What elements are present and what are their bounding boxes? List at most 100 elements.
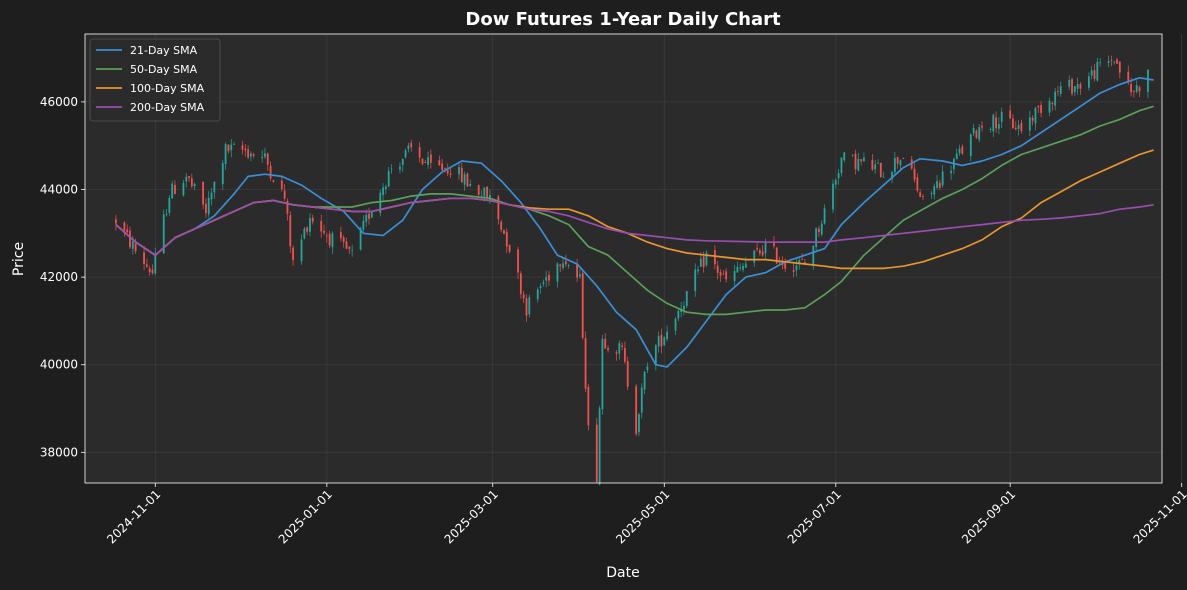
candle-body (820, 223, 823, 235)
candle-body (893, 158, 896, 173)
candle (666, 325, 668, 342)
candle-body (486, 186, 489, 198)
candle (1020, 119, 1023, 134)
candle (185, 172, 188, 188)
candle (1051, 101, 1054, 111)
candle-body (1096, 61, 1099, 81)
candle (1135, 80, 1138, 94)
candle-body (595, 424, 598, 482)
candle-body (517, 249, 519, 273)
candle-body (1087, 76, 1090, 88)
candle-body (272, 180, 275, 182)
candle (182, 180, 185, 197)
candle-body (702, 256, 705, 268)
legend-item: 21-Day SMA (96, 44, 198, 57)
candle-body (331, 233, 334, 248)
candle (739, 263, 742, 271)
candle-body (579, 274, 581, 277)
candle-body (1000, 111, 1003, 122)
candle (384, 184, 387, 195)
candle-body (1051, 102, 1054, 104)
candle-body (145, 264, 148, 267)
candle-body (654, 345, 657, 365)
candle-body (292, 247, 294, 261)
candle-body (1048, 100, 1051, 113)
candle-body (758, 250, 761, 254)
candle (784, 258, 787, 273)
candle (1037, 105, 1040, 113)
candle (264, 147, 266, 160)
candle-body (545, 277, 548, 281)
candle-body (469, 183, 472, 187)
candle-body (280, 180, 283, 190)
candle-body (379, 192, 382, 213)
candle-body (131, 241, 134, 249)
candle-body (1132, 91, 1135, 93)
candle-body (300, 239, 303, 262)
candle (421, 158, 424, 166)
plot-frame (84, 33, 1163, 484)
candle (722, 270, 725, 275)
candle (998, 117, 1000, 135)
candle-body (519, 273, 522, 295)
candle (1068, 75, 1071, 90)
candle-body (795, 265, 798, 271)
candle-body (891, 171, 893, 180)
candle (224, 142, 227, 170)
candle (646, 362, 649, 373)
candle-body (1017, 124, 1020, 129)
candle (896, 156, 899, 169)
candle-body (489, 194, 491, 200)
candle-body (843, 152, 846, 161)
candle-body (446, 170, 449, 174)
candle-body (941, 171, 944, 186)
candle-body (559, 264, 562, 267)
candle-body (129, 230, 131, 248)
candle-body (854, 153, 857, 169)
candle (581, 268, 584, 340)
candle-body (879, 162, 882, 178)
candle (742, 262, 744, 273)
candle (677, 307, 680, 322)
candle (598, 405, 601, 486)
candle-body (548, 274, 550, 281)
candlesticks (115, 55, 1149, 486)
candle (193, 182, 196, 190)
legend-label: 50-Day SMA (130, 63, 198, 76)
candle (382, 183, 384, 202)
candle-body (221, 163, 224, 185)
candle-body (359, 228, 362, 250)
candle (713, 245, 716, 270)
candle (950, 165, 952, 180)
candle-body (449, 173, 452, 176)
candle-body (1090, 70, 1093, 76)
candle-body (660, 334, 663, 347)
candle-body (607, 348, 609, 351)
candle (477, 184, 480, 197)
candle-body (1057, 91, 1059, 92)
candle-body (969, 134, 972, 157)
candle-body (458, 167, 460, 175)
candle-body (224, 144, 227, 165)
candle-body (815, 228, 818, 248)
candle (126, 224, 129, 235)
candle (497, 194, 500, 225)
candle-body (674, 318, 677, 331)
candle-body (882, 176, 885, 178)
candle-body (227, 144, 230, 152)
candle (1079, 81, 1082, 95)
candle-body (460, 167, 463, 183)
candle (379, 189, 382, 217)
candle-body (370, 211, 373, 218)
candle-body (441, 163, 444, 171)
candle-body (1110, 59, 1113, 61)
candle-body (1099, 62, 1102, 63)
candle (820, 220, 823, 237)
chart-title: Dow Futures 1-Year Daily Chart (465, 9, 781, 30)
legend: 21-Day SMA 50-Day SMA 100-Day SMA 200-Day S… (89, 38, 221, 122)
candle-body (503, 230, 505, 234)
candle (151, 264, 154, 275)
candle-body (621, 345, 623, 347)
candle (205, 198, 207, 218)
candle-body (739, 267, 742, 269)
